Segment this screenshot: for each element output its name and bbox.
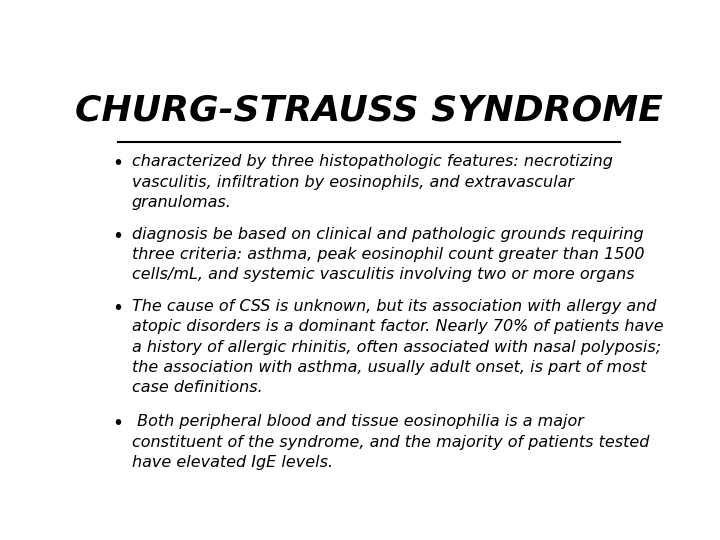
Text: CHURG-STRAUSS SYNDROME: CHURG-STRAUSS SYNDROME bbox=[75, 94, 663, 128]
Text: •: • bbox=[112, 299, 123, 318]
Text: characterized by three histopathologic features: necrotizing
vasculitis, infiltr: characterized by three histopathologic f… bbox=[132, 154, 613, 210]
Text: •: • bbox=[112, 227, 123, 246]
Text: •: • bbox=[112, 154, 123, 173]
Text: Both peripheral blood and tissue eosinophilia is a major
constituent of the synd: Both peripheral blood and tissue eosinop… bbox=[132, 415, 649, 470]
Text: diagnosis be based on clinical and pathologic grounds requiring
three criteria: : diagnosis be based on clinical and patho… bbox=[132, 227, 644, 282]
Text: •: • bbox=[112, 415, 123, 434]
Text: The cause of CSS is unknown, but its association with allergy and
atopic disorde: The cause of CSS is unknown, but its ass… bbox=[132, 299, 663, 395]
